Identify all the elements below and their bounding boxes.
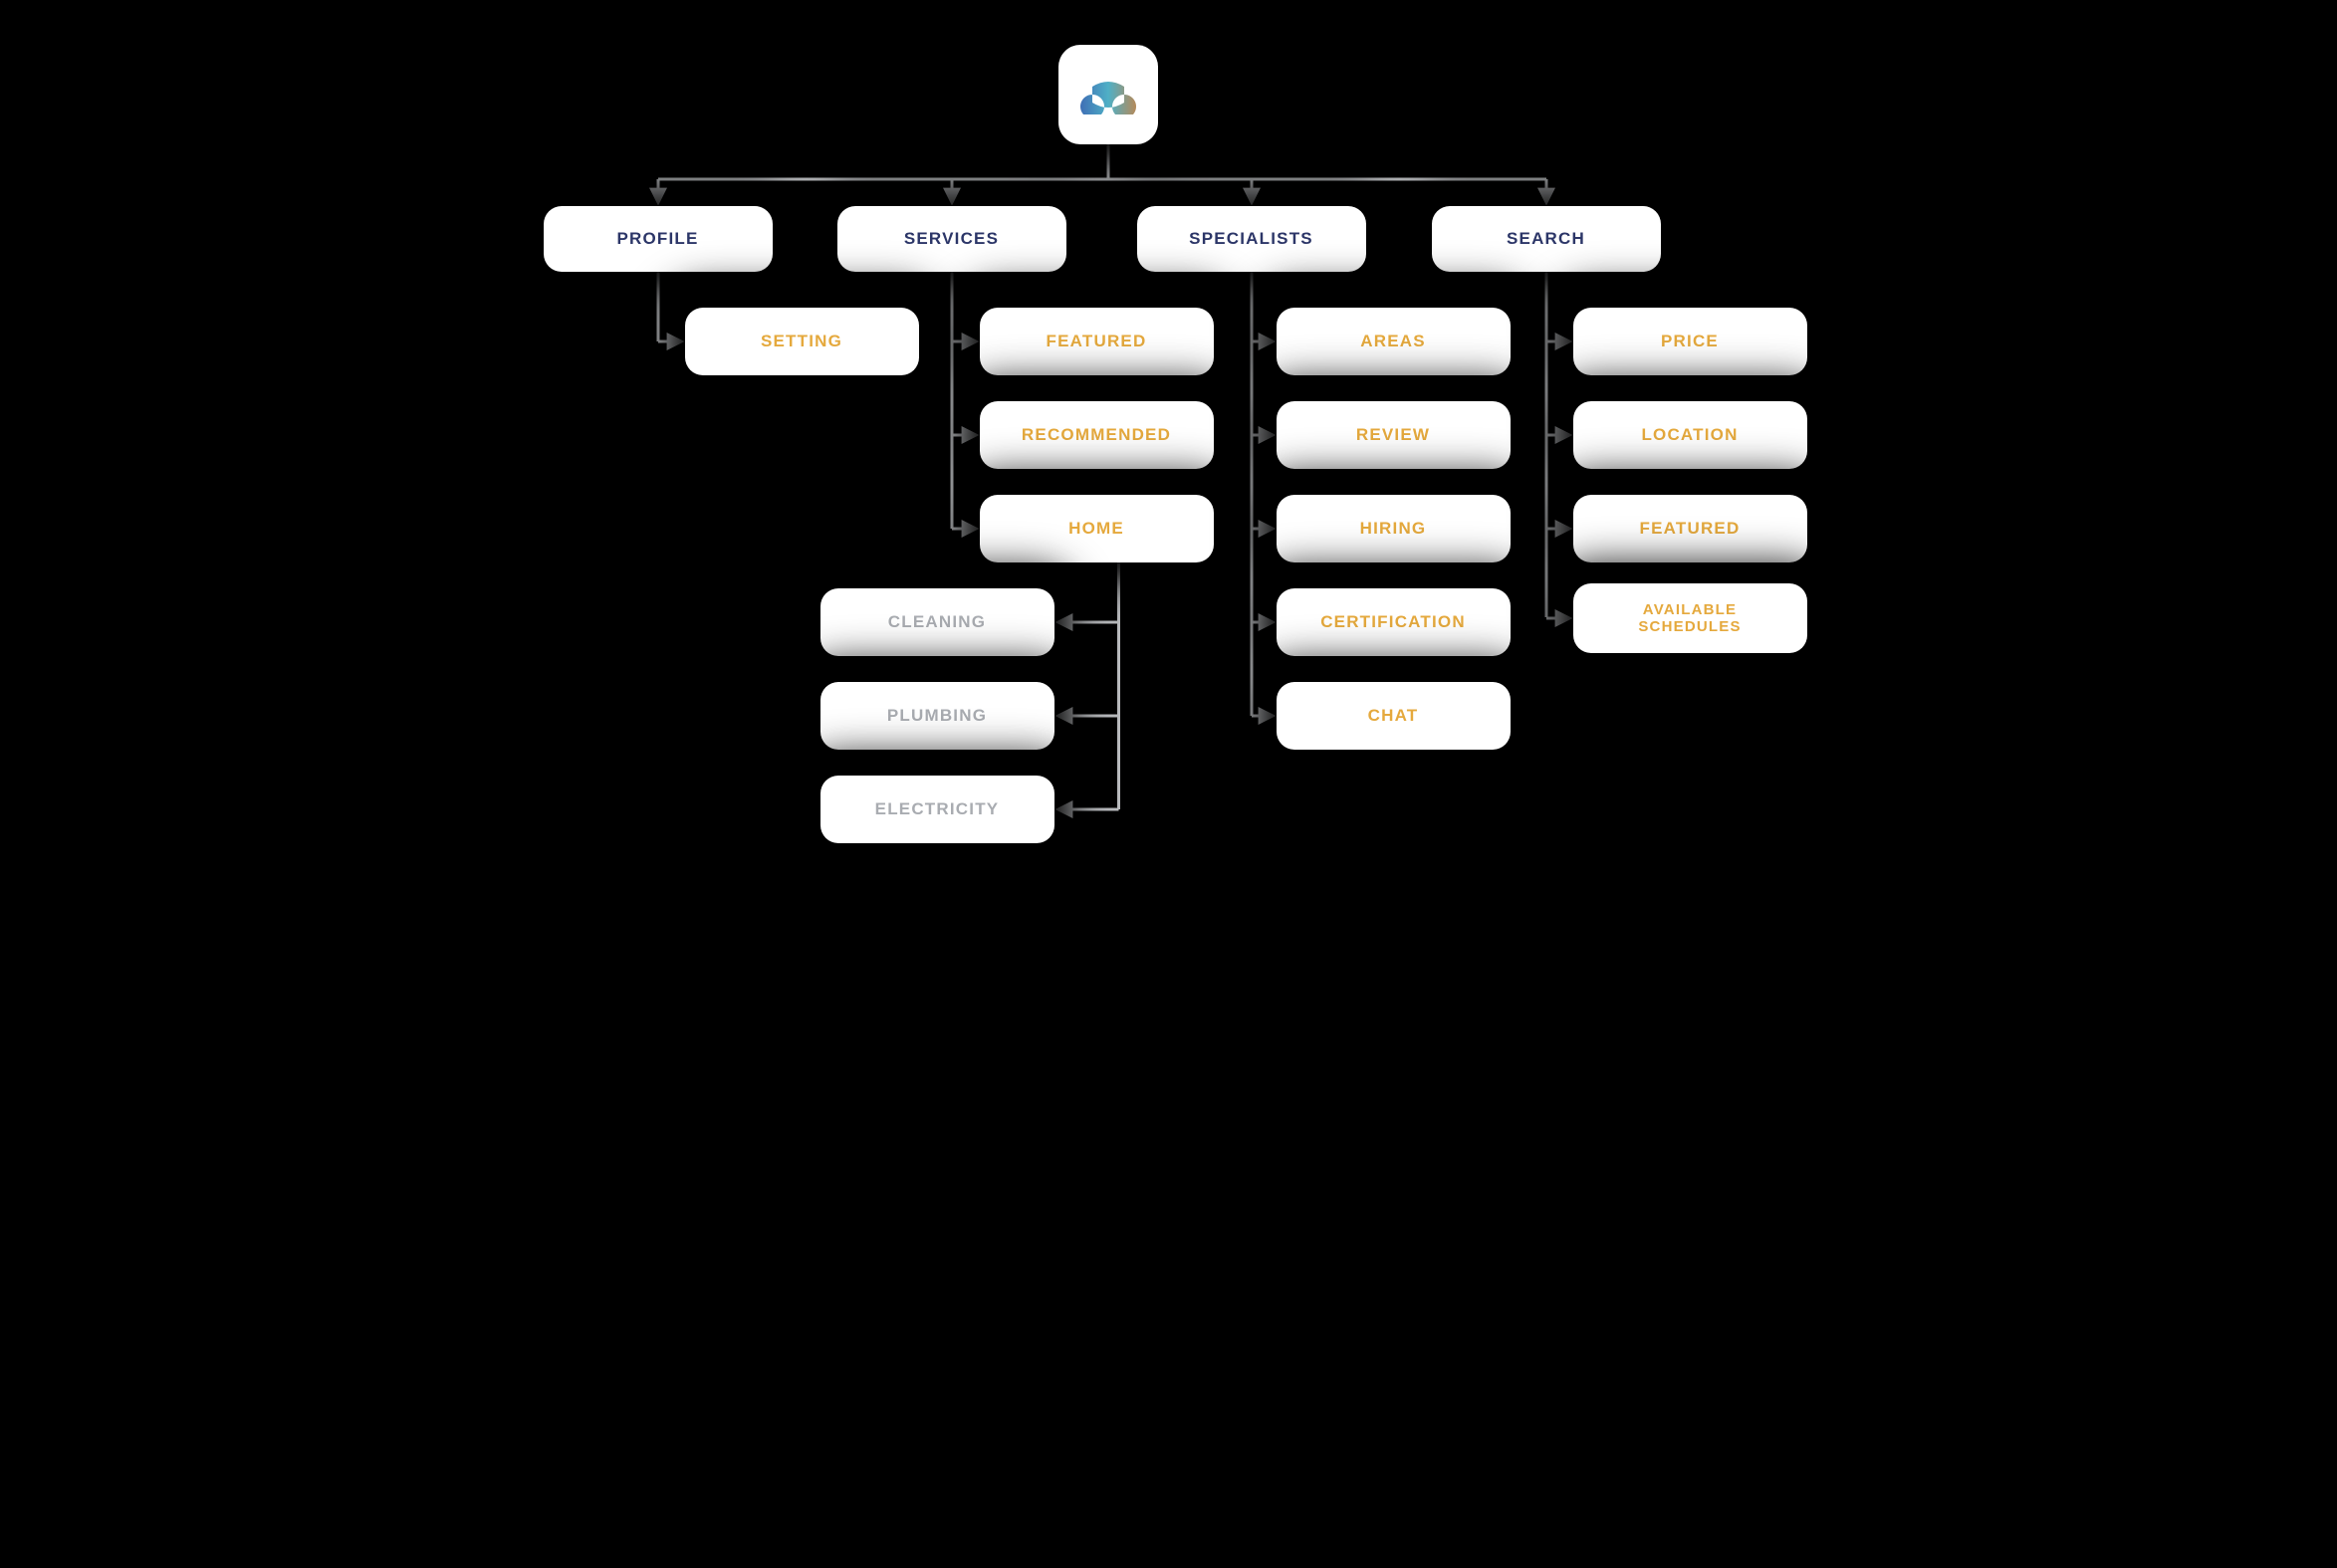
node-label-price: PRICE bbox=[1661, 332, 1719, 351]
node-label-services: SERVICES bbox=[904, 229, 999, 249]
node-label-schedules: AVAILABLE SCHEDULES bbox=[1589, 601, 1791, 635]
node-cleaning: CLEANING bbox=[820, 588, 1054, 656]
node-certification: CERTIFICATION bbox=[1277, 588, 1511, 656]
node-home: HOME bbox=[980, 495, 1214, 562]
node-setting: SETTING bbox=[685, 308, 919, 375]
node-location: LOCATION bbox=[1573, 401, 1807, 469]
node-recommended: RECOMMENDED bbox=[980, 401, 1214, 469]
node-label-home: HOME bbox=[1068, 519, 1124, 539]
node-label-featured: FEATURED bbox=[1047, 332, 1147, 351]
node-areas: AREAS bbox=[1277, 308, 1511, 375]
node-label-profile: PROFILE bbox=[616, 229, 698, 249]
node-price: PRICE bbox=[1573, 308, 1807, 375]
node-label-chat: CHAT bbox=[1368, 706, 1419, 726]
node-services: SERVICES bbox=[837, 206, 1066, 272]
node-label-setting: SETTING bbox=[761, 332, 842, 351]
node-label-featured2: FEATURED bbox=[1640, 519, 1741, 539]
node-label-recommended: RECOMMENDED bbox=[1022, 425, 1171, 445]
root-logo bbox=[1058, 45, 1158, 144]
sitemap-diagram: PROFILE SERVICES SPECIALISTS SEARCH SETTING F… bbox=[504, 0, 1834, 893]
node-profile: PROFILE bbox=[544, 206, 773, 272]
node-electricity: ELECTRICITY bbox=[820, 776, 1054, 843]
node-label-areas: AREAS bbox=[1360, 332, 1426, 351]
node-label-plumbing: PLUMBING bbox=[887, 706, 987, 726]
node-label-search: SEARCH bbox=[1507, 229, 1585, 249]
node-specialists: SPECIALISTS bbox=[1137, 206, 1366, 272]
node-schedules: AVAILABLE SCHEDULES bbox=[1573, 583, 1807, 653]
node-label-certification: CERTIFICATION bbox=[1320, 612, 1466, 632]
logo-icon bbox=[1076, 75, 1140, 114]
node-label-hiring: HIRING bbox=[1360, 519, 1427, 539]
node-hiring: HIRING bbox=[1277, 495, 1511, 562]
node-label-specialists: SPECIALISTS bbox=[1189, 229, 1313, 249]
node-label-location: LOCATION bbox=[1641, 425, 1738, 445]
node-featured: FEATURED bbox=[980, 308, 1214, 375]
node-label-electricity: ELECTRICITY bbox=[875, 799, 1000, 819]
node-review: REVIEW bbox=[1277, 401, 1511, 469]
node-label-cleaning: CLEANING bbox=[888, 612, 986, 632]
node-label-review: REVIEW bbox=[1356, 425, 1430, 445]
node-chat: CHAT bbox=[1277, 682, 1511, 750]
node-search: SEARCH bbox=[1432, 206, 1661, 272]
node-plumbing: PLUMBING bbox=[820, 682, 1054, 750]
node-featured2: FEATURED bbox=[1573, 495, 1807, 562]
